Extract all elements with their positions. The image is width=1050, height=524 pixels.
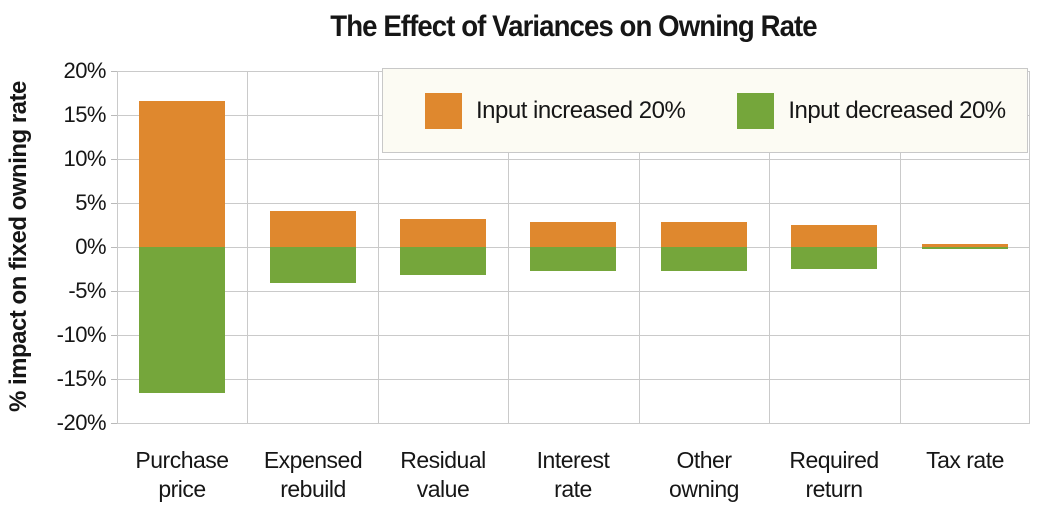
y-axis-tick-mark bbox=[111, 423, 117, 424]
y-axis-tick-mark bbox=[111, 71, 117, 72]
y-tick-label: 0% bbox=[75, 234, 106, 259]
bar-other-owning-increased bbox=[661, 222, 747, 247]
y-axis-tick-mark bbox=[111, 291, 117, 292]
plot-area: Input increased 20% Input decreased 20% bbox=[117, 68, 1030, 424]
bar-tax-rate-decreased bbox=[922, 247, 1008, 249]
y-axis-tick-mark bbox=[111, 379, 117, 380]
x-axis-label-tax-rate: Tax rate bbox=[926, 447, 1004, 473]
y-tick-label: 15% bbox=[63, 102, 106, 127]
gridline-vertical bbox=[1029, 71, 1030, 423]
gridline-horizontal bbox=[117, 379, 1030, 380]
bar-purchase-price-decreased bbox=[139, 247, 225, 394]
gridline-horizontal bbox=[117, 291, 1030, 292]
gridline-horizontal bbox=[117, 203, 1030, 204]
y-axis-tick-mark bbox=[111, 203, 117, 204]
legend-swatch-input-increased-20 bbox=[425, 92, 462, 129]
gridline-vertical bbox=[378, 71, 379, 423]
bar-other-owning-decreased bbox=[661, 247, 747, 271]
gridline-vertical bbox=[900, 71, 901, 423]
legend: Input increased 20% Input decreased 20% bbox=[382, 68, 1028, 153]
y-tick-label: 5% bbox=[75, 190, 106, 215]
bar-purchase-price-increased bbox=[139, 100, 225, 247]
x-axis-label-interest-rate: Interest rate bbox=[536, 447, 610, 502]
bar-interest-rate-decreased bbox=[530, 247, 616, 271]
y-tick-label: -5% bbox=[68, 278, 106, 303]
bar-residual-value-increased bbox=[400, 218, 486, 247]
y-tick-label: -10% bbox=[56, 322, 107, 347]
bar-expensed-rebuild-increased bbox=[270, 210, 356, 247]
y-tick-label: -15% bbox=[56, 366, 107, 391]
bar-expensed-rebuild-decreased bbox=[270, 247, 356, 284]
bar-required-return-decreased bbox=[791, 247, 877, 269]
legend-label-input-increased-20: Input increased 20% bbox=[476, 96, 686, 124]
x-axis-label-required-return: Required return bbox=[789, 447, 879, 502]
gridline-vertical bbox=[639, 71, 640, 423]
x-axis-label-other-owning: Other owning bbox=[669, 447, 739, 502]
bar-tax-rate-increased bbox=[922, 244, 1008, 247]
x-axis-label-residual-value: Residual value bbox=[400, 447, 486, 502]
bar-residual-value-decreased bbox=[400, 247, 486, 276]
y-axis-tick-mark bbox=[111, 247, 117, 248]
gridline-vertical bbox=[769, 71, 770, 423]
x-axis-label-expensed-rebuild: Expensed rebuild bbox=[263, 447, 363, 502]
y-axis-tick-mark bbox=[111, 115, 117, 116]
legend-swatch-input-decreased-20 bbox=[737, 92, 775, 129]
legend-label-input-decreased-20: Input decreased 20% bbox=[788, 96, 1006, 124]
y-axis-tick-mark bbox=[111, 335, 117, 336]
gridline-vertical bbox=[247, 71, 248, 423]
y-axis-tick-mark bbox=[111, 159, 117, 160]
y-axis-title: % impact on fixed owning rate bbox=[5, 81, 32, 413]
bar-interest-rate-increased bbox=[530, 222, 616, 247]
x-axis-label-purchase-price: Purchase price bbox=[135, 447, 229, 502]
gridline-vertical bbox=[117, 71, 118, 423]
y-tick-label: -20% bbox=[56, 410, 107, 435]
chart-title: The Effect of Variances on Owning Rate bbox=[330, 10, 817, 43]
bar-required-return-increased bbox=[791, 225, 877, 247]
gridline-horizontal bbox=[117, 423, 1030, 424]
y-tick-label: 10% bbox=[63, 146, 106, 171]
gridline-vertical bbox=[508, 71, 509, 423]
gridline-horizontal bbox=[117, 335, 1030, 336]
y-tick-label: 20% bbox=[63, 58, 106, 83]
gridline-horizontal bbox=[117, 159, 1030, 160]
